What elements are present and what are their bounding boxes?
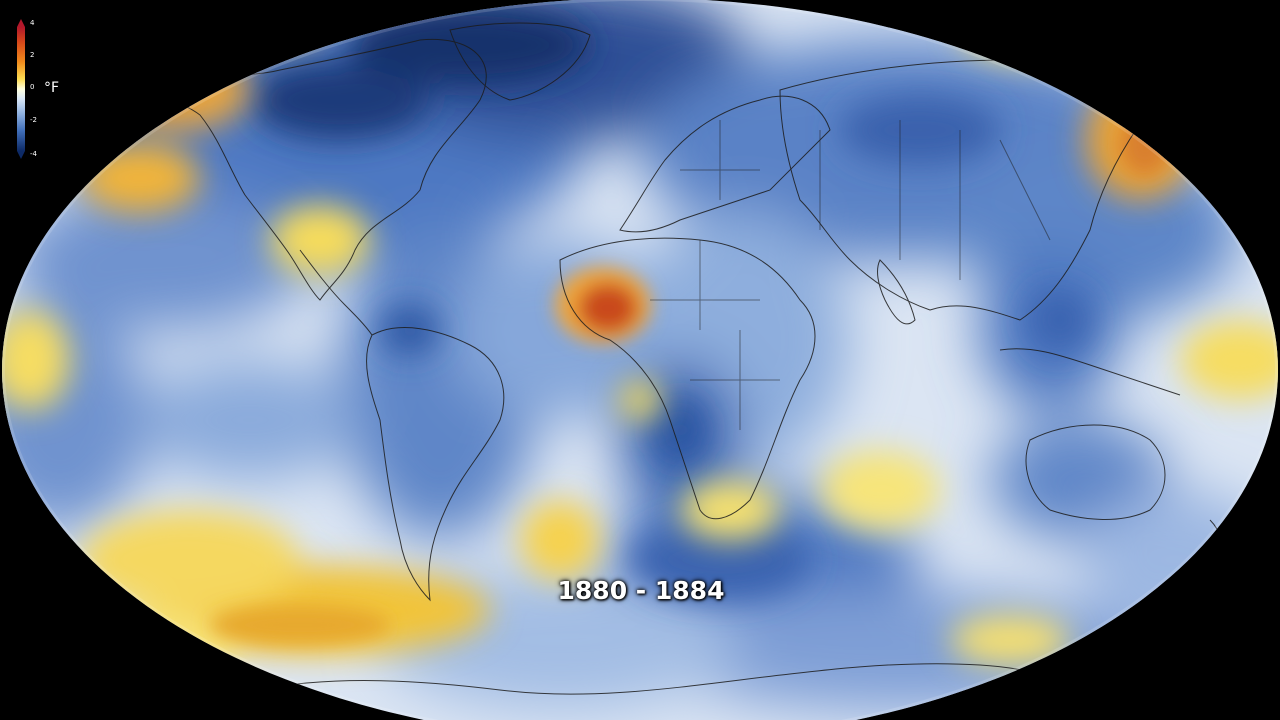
legend-max-arrow [17, 19, 25, 27]
central-america-outline [299, 249, 373, 336]
period-label: 1880 - 1884 [557, 576, 725, 605]
legend-tick-max: 4 [30, 19, 35, 27]
north-america-outline [149, 38, 487, 301]
legend-tick-2: 2 [30, 51, 35, 59]
legend-unit-label: °F [44, 80, 60, 96]
africa-outline [559, 237, 816, 520]
cold-cores [250, 5, 1090, 600]
australia-outline [1025, 424, 1166, 520]
india-outline [877, 259, 916, 325]
south-america-outline [366, 327, 505, 602]
europe-outline [619, 95, 831, 233]
country-borders [650, 120, 1051, 430]
legend-tick-0: 0 [30, 83, 35, 91]
legend-color-bar [17, 27, 25, 151]
southeast-asia-outline [999, 348, 1181, 396]
greenland-outline [449, 22, 591, 101]
antarctica-outline [259, 663, 1091, 701]
color-scale-legend: 4 2 0 -2 -4 °F [0, 0, 80, 170]
legend-tick-neg2: -2 [30, 116, 37, 124]
legend-tick-min: -4 [30, 150, 37, 158]
legend-min-arrow [17, 151, 25, 159]
